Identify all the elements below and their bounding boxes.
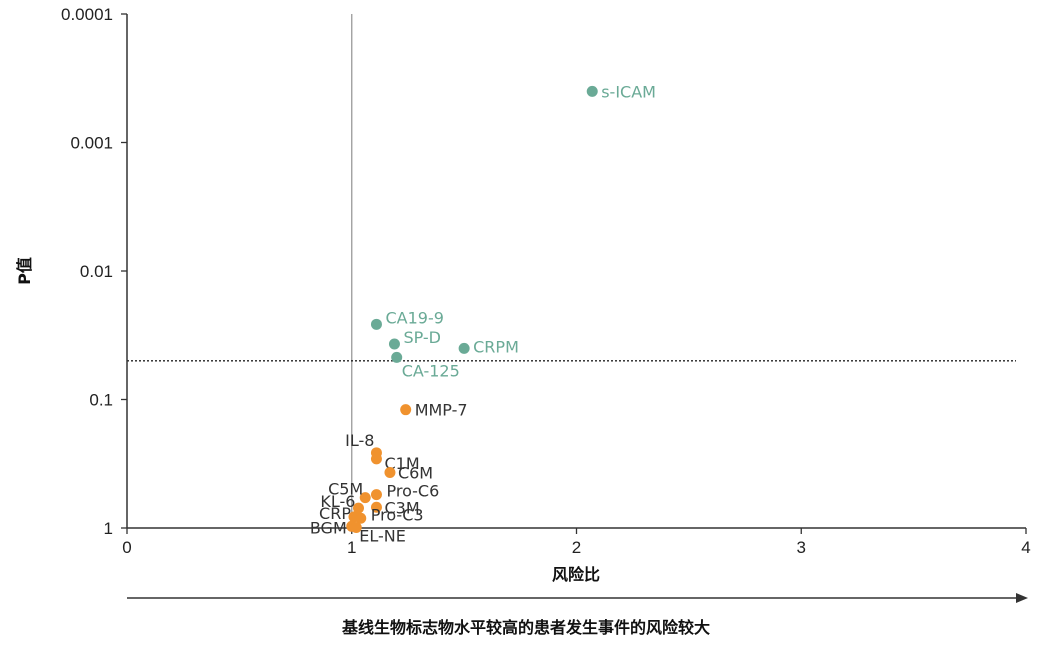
point-kl-6 [352, 502, 364, 514]
point-label: C6M [398, 464, 433, 483]
y-tick-label: 0.001 [70, 134, 113, 153]
y-tick-label: 0.0001 [61, 5, 113, 24]
point-label: CA19-9 [385, 308, 443, 327]
y-tick-label: 0.1 [89, 391, 113, 410]
point-label: s-ICAM [601, 82, 656, 101]
point-crp [348, 511, 360, 523]
x-tick-label: 3 [797, 538, 806, 557]
y-tick-label: 0.01 [80, 262, 113, 281]
point-label: IL-8 [345, 431, 374, 450]
axes [126, 14, 1026, 529]
y-tick-label: 1 [104, 519, 113, 538]
point-label: C3M [384, 498, 419, 517]
point-sp-d [388, 338, 400, 350]
point-label: C5M [328, 480, 363, 499]
point-label: KL-6 [320, 492, 355, 511]
point-label: MMP-7 [415, 401, 468, 420]
point-label: SP-D [403, 328, 441, 347]
point-label: CA-125 [402, 361, 460, 380]
point-el-ne [350, 521, 362, 533]
point-s-icam [586, 85, 598, 97]
point-c1m [370, 453, 382, 465]
x-tick-label: 1 [347, 538, 356, 557]
x-tick-label: 2 [572, 538, 581, 557]
point-c3m [370, 501, 382, 513]
chart-footnote: 基线生物标志物水平较高的患者发生事件的风险较大 [341, 618, 710, 637]
y-axis-title: P值 [15, 257, 34, 285]
direction-arrow [127, 593, 1028, 603]
x-tick-label: 0 [122, 538, 131, 557]
point-label: CRP [319, 504, 351, 523]
point-c5m [359, 492, 371, 504]
point-mmp-7 [400, 404, 412, 416]
point-c6m [384, 467, 396, 479]
point-label: Pro-C3 [371, 505, 424, 524]
point-label: EL-NE [359, 526, 406, 545]
x-axis-title: 风险比 [552, 565, 600, 584]
point-ca19-9 [370, 318, 382, 330]
point-label: Pro-C6 [386, 482, 439, 501]
point-pro-c6 [370, 489, 382, 501]
x-tick-label: 4 [1021, 538, 1030, 557]
reference-lines [127, 14, 1016, 528]
point-ca-125 [391, 351, 403, 363]
point-crpm [458, 342, 470, 354]
point-label: CRPM [473, 337, 519, 356]
point-label: BGM [310, 518, 347, 537]
